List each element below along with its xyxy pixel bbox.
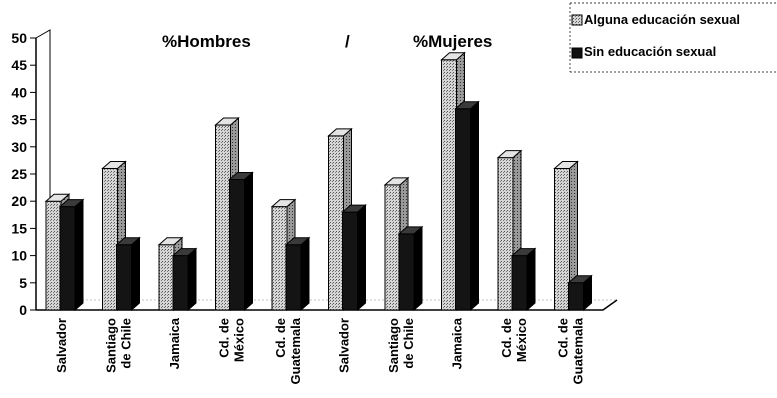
- y-tick-label: 10: [11, 248, 27, 264]
- x-tick-label: Cd. deGuatemala: [273, 317, 303, 384]
- y-tick-label: 25: [11, 166, 27, 182]
- bar-sin-9: [567, 274, 593, 312]
- bar-sin-3: [228, 171, 254, 312]
- x-tick-label: Salvador: [337, 318, 352, 373]
- x-tick-label: Jamaica: [450, 317, 465, 369]
- y-tick-label: 20: [11, 193, 27, 209]
- x-tick-label: Salvador: [54, 318, 69, 373]
- x-tick-label: Cd. deMéxico: [499, 318, 529, 362]
- bar-sin-0: [58, 198, 85, 312]
- bar-sin-6: [397, 225, 424, 312]
- bar-sin-1: [115, 236, 141, 312]
- legend: Alguna educación sexual Sin educación se…: [569, 2, 777, 73]
- y-tick-label: 35: [11, 112, 27, 128]
- y-tick-label: 15: [11, 220, 27, 236]
- bar-sin-4: [284, 236, 311, 312]
- x-tick-label: Santiagode Chile: [104, 318, 134, 373]
- y-tick-label: 0: [19, 302, 27, 318]
- group-label-slash: /: [345, 32, 350, 51]
- y-tick-label: 30: [11, 139, 27, 155]
- legend-swatch-sin: [571, 47, 583, 59]
- bar-alguna-9: [553, 160, 579, 312]
- y-tick-label: 40: [11, 84, 27, 100]
- x-tick-label: Jamaica: [167, 317, 182, 369]
- bar-sin-2: [171, 247, 198, 312]
- group-label-hombres: %Hombres: [162, 32, 251, 51]
- y-tick-label: 45: [11, 57, 27, 73]
- bar-sin-5: [341, 203, 367, 312]
- x-tick-label: Santiagode Chile: [386, 318, 416, 373]
- bar-sin-8: [510, 247, 537, 312]
- bar-sin-7: [454, 100, 480, 312]
- y-tick-label: 50: [11, 30, 27, 46]
- legend-swatch-alguna: [571, 14, 583, 26]
- x-tick-label: Cd. deMéxico: [217, 318, 247, 362]
- legend-label-sin: Sin educación sexual: [584, 44, 716, 59]
- group-label-mujeres: %Mujeres: [413, 32, 492, 51]
- y-tick-label: 5: [19, 275, 27, 291]
- legend-label-alguna: Alguna educación sexual: [584, 12, 740, 27]
- x-tick-label: Cd. deGuatemala: [556, 317, 586, 384]
